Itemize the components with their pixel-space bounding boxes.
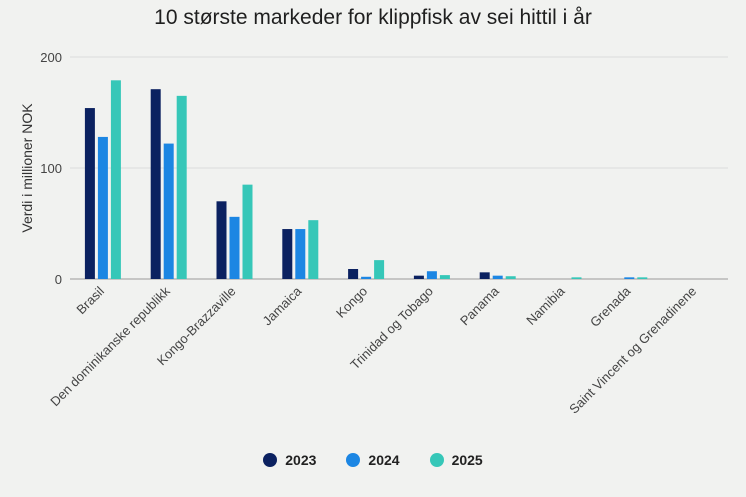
bar-2023-6[interactable] [479,272,490,279]
legend-label-2025: 2025 [451,452,483,468]
bar-2024-8[interactable] [624,277,635,279]
legend-marker-2024 [346,453,361,467]
bar-2023-1[interactable] [150,89,161,279]
bar-2024-3[interactable] [295,229,306,279]
bar-2023-5[interactable] [413,275,424,279]
x-tick-label: Jamaica [260,283,305,328]
bar-2025-2[interactable] [242,184,253,279]
y-tick-label: 200 [40,50,62,65]
bar-2025-5[interactable] [439,275,450,279]
bar-2024-1[interactable] [163,143,174,279]
legend-label-2023: 2023 [285,452,317,468]
bar-2025-1[interactable] [176,95,187,279]
chart-title: 10 største markeder for klippfisk av sei… [154,6,592,29]
y-tick-label: 0 [55,272,62,287]
x-tick-label: Panama [457,283,502,328]
bar-2024-0[interactable] [97,136,108,279]
bar-2023-3[interactable] [282,229,293,279]
x-tick-label: Kongo [333,284,370,321]
bar-2024-6[interactable] [492,275,503,279]
bar-2025-6[interactable] [505,276,516,279]
legend: 2023 2024 2025 [0,452,746,468]
bar-2024-5[interactable] [426,271,437,279]
legend-item-2023[interactable]: 2023 [263,452,316,468]
legend-marker-2023 [263,453,278,467]
legend-marker-2025 [429,453,444,467]
bar-2025-8[interactable] [637,277,648,279]
bar-2023-4[interactable] [348,269,359,279]
x-tick-label: Saint Vincent og Grenadinene [566,284,699,417]
y-axis-ticks: 0 100 200 [40,50,62,287]
bar-2024-2[interactable] [229,216,240,279]
legend-item-2025[interactable]: 2025 [429,452,483,468]
y-tick-label: 100 [40,161,62,176]
bar-2025-0[interactable] [110,80,121,279]
bar-2023-2[interactable] [216,201,227,279]
bar-2024-4[interactable] [361,276,372,279]
legend-item-2024[interactable]: 2024 [346,452,400,468]
bars [84,80,648,279]
bar-2025-3[interactable] [308,220,319,279]
bar-2023-0[interactable] [84,108,95,279]
y-axis-label: Verdi i millioner NOK [19,103,35,233]
legend-label-2024: 2024 [368,452,400,468]
x-tick-label: Namibia [523,283,568,328]
bar-2025-7[interactable] [571,277,582,279]
x-tick-label: Den dominikanske republikk [47,283,173,409]
x-tick-label: Grenada [587,283,634,330]
x-tick-label: Brasil [73,283,107,317]
bar-2025-4[interactable] [374,260,385,279]
